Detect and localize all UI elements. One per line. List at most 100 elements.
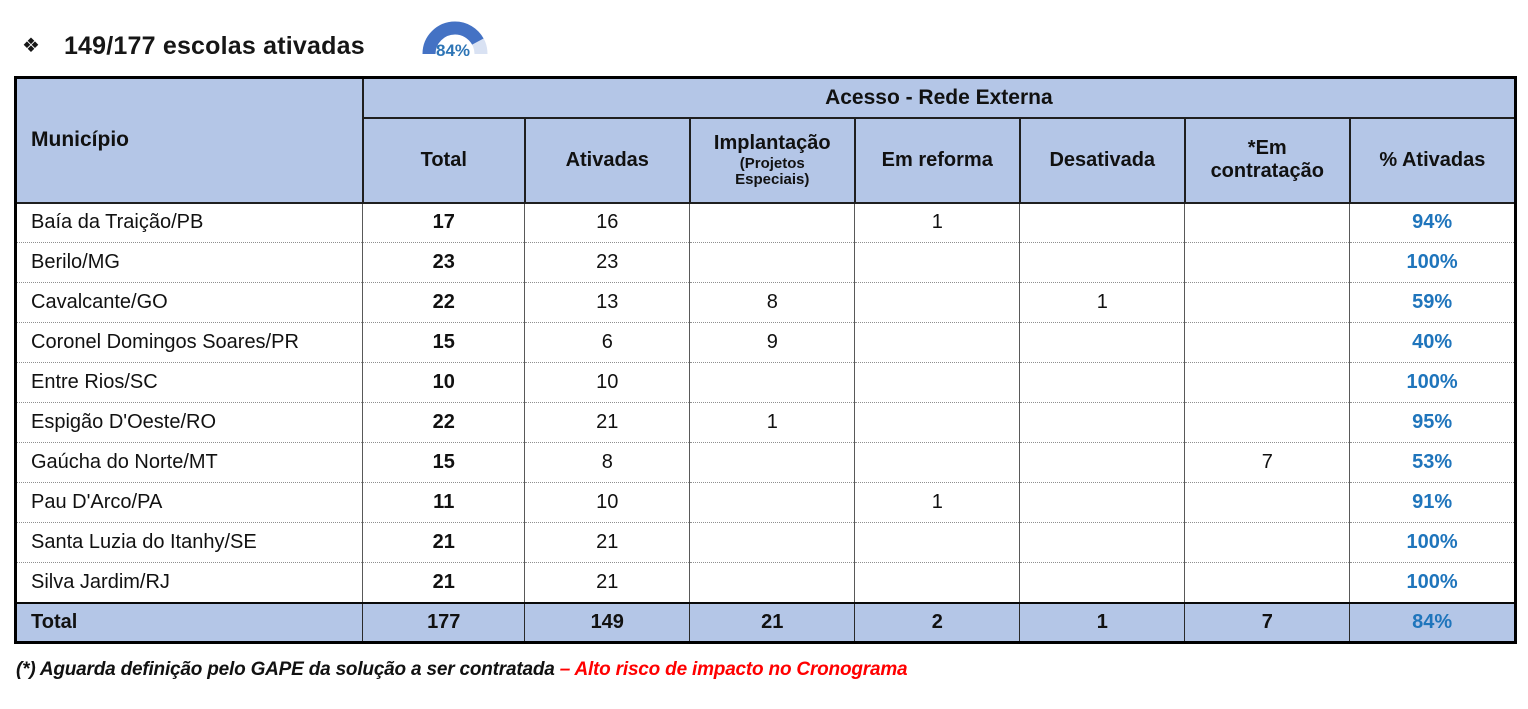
cell-em-contratacao: [1184, 322, 1351, 363]
group-header-row: Município Acesso - Rede Externa: [14, 76, 1517, 204]
cell-implantacao: [689, 482, 856, 523]
cell-ativadas: 6: [524, 322, 691, 363]
cell-ativadas: 21: [524, 522, 691, 563]
cell-pct-ativadas: 100%: [1349, 242, 1516, 283]
column-headers-row: Total Ativadas Implantação (Projetos Esp…: [16, 116, 1517, 204]
cell-desativada: [1019, 242, 1186, 283]
cell-em-reforma: [854, 362, 1021, 403]
cell-em-reforma: 1: [854, 201, 1021, 243]
cell-ativadas: 21: [524, 402, 691, 443]
cell-desativada: [1019, 402, 1186, 443]
cell-municipio: Entre Rios/SC: [14, 362, 364, 403]
cell-implantacao: [689, 562, 856, 603]
cell-em-reforma: [854, 322, 1021, 363]
cell-implantacao: [689, 442, 856, 483]
cell-desativada: 1: [1019, 282, 1186, 323]
cell-desativada: [1019, 442, 1186, 483]
gauge-percent-label: 84%: [436, 41, 470, 60]
cell-ativadas: 23: [524, 242, 691, 283]
cell-municipio: Silva Jardim/RJ: [14, 562, 364, 603]
cell-total: 22: [362, 282, 526, 323]
cell-municipio: Gaúcha do Norte/MT: [14, 442, 364, 483]
cell-total: 15: [362, 442, 526, 483]
cell-em-reforma: 1: [854, 482, 1021, 523]
footnote-black-text: (*) Aguarda definição pelo GAPE da soluç…: [16, 659, 560, 680]
col-header-implantacao-label: Implantação: [713, 131, 831, 154]
cell-pct-ativadas: 53%: [1349, 442, 1516, 483]
cell-implantacao: [689, 362, 856, 403]
schools-status-table: Município Acesso - Rede Externa Total At…: [14, 76, 1517, 644]
cell-total: 21: [362, 522, 526, 563]
cell-implantacao: [689, 201, 856, 243]
cell-total-desativada: 1: [1019, 601, 1186, 643]
cell-em-reforma: [854, 522, 1021, 563]
table-row: Coronel Domingos Soares/PR 15 6 9 40%: [14, 322, 1516, 363]
cell-total: 10: [362, 362, 526, 403]
page-title: 149/177 escolas ativadas: [63, 31, 365, 60]
cell-em-contratacao: [1184, 362, 1351, 403]
cell-total-em-contratacao: 7: [1184, 601, 1351, 643]
table-row: Pau D'Arco/PA 11 10 1 91%: [14, 482, 1516, 523]
cell-em-contratacao: [1184, 482, 1351, 523]
cell-pct-ativadas: 100%: [1349, 362, 1516, 403]
table-body: Baía da Traição/PB 17 16 1 94% Berilo/MG 23 23 1…: [14, 201, 1516, 603]
cell-total-total: 177: [362, 601, 526, 643]
col-header-em-reforma: Em reforma: [853, 116, 1021, 204]
col-header-implantacao: Implantação (Projetos Especiais): [688, 116, 856, 204]
cell-pct-ativadas: 94%: [1349, 201, 1516, 243]
cell-total-em-reforma: 2: [854, 601, 1021, 643]
cell-municipio: Baía da Traição/PB: [14, 201, 364, 243]
cell-pct-ativadas: 40%: [1349, 322, 1516, 363]
cell-pct-ativadas: 91%: [1349, 482, 1516, 523]
col-header-pct-ativadas: % Ativadas: [1348, 116, 1517, 204]
cell-total-label: Total: [14, 601, 364, 643]
cell-total: 11: [362, 482, 526, 523]
cell-ativadas: 10: [524, 482, 691, 523]
cell-municipio: Espigão D'Oeste/RO: [14, 402, 364, 443]
cell-implantacao: [689, 242, 856, 283]
footnote-red-text: – Alto risco de impacto no Cronograma: [559, 659, 908, 680]
col-header-desativada: Desativada: [1018, 116, 1186, 204]
cell-total-ativadas: 149: [524, 601, 691, 643]
cell-total: 15: [362, 322, 526, 363]
cell-municipio: Coronel Domingos Soares/PR: [14, 322, 364, 363]
cell-ativadas: 8: [524, 442, 691, 483]
cell-em-contratacao: [1184, 282, 1351, 323]
col-header-ativadas: Ativadas: [523, 116, 691, 204]
cell-desativada: [1019, 482, 1186, 523]
cell-total: 17: [362, 201, 526, 243]
table-row: Gaúcha do Norte/MT 15 8 7 53%: [14, 442, 1516, 483]
table-row: Santa Luzia do Itanhy/SE 21 21 100%: [14, 522, 1516, 563]
cell-em-reforma: [854, 402, 1021, 443]
cell-em-contratacao: [1184, 402, 1351, 443]
cell-em-reforma: [854, 442, 1021, 483]
cell-desativada: [1019, 522, 1186, 563]
col-header-implantacao-sublabel: (Projetos Especiais): [735, 154, 810, 188]
col-header-municipio: Município: [14, 76, 364, 204]
cell-ativadas: 21: [524, 562, 691, 603]
cell-total: 21: [362, 562, 526, 603]
cell-desativada: [1019, 322, 1186, 363]
cell-implantacao: 1: [689, 402, 856, 443]
group-header-acesso-rede-externa: Acesso - Rede Externa: [361, 76, 1517, 119]
cell-em-reforma: [854, 282, 1021, 323]
cell-ativadas: 13: [524, 282, 691, 323]
title-row: ❖ 149/177 escolas ativadas 84%: [14, 0, 1517, 76]
cell-implantacao: 8: [689, 282, 856, 323]
col-header-total: Total: [361, 116, 526, 204]
cell-pct-ativadas: 100%: [1349, 522, 1516, 563]
cell-total: 23: [362, 242, 526, 283]
cell-municipio: Santa Luzia do Itanhy/SE: [14, 522, 364, 563]
cell-em-contratacao: [1184, 201, 1351, 243]
diamond-bullet-icon: ❖: [22, 35, 40, 57]
gauge-fill-arc: [422, 21, 488, 54]
cell-em-reforma: [854, 562, 1021, 603]
cell-em-contratacao: [1184, 522, 1351, 563]
cell-pct-ativadas: 95%: [1349, 402, 1516, 443]
footnote: (*) Aguarda definição pelo GAPE da soluç…: [14, 659, 1517, 681]
cell-total-implantacao: 21: [689, 601, 856, 643]
cell-implantacao: [689, 522, 856, 563]
cell-ativadas: 10: [524, 362, 691, 403]
table-row: Espigão D'Oeste/RO 22 21 1 95%: [14, 402, 1516, 443]
cell-implantacao: 9: [689, 322, 856, 363]
